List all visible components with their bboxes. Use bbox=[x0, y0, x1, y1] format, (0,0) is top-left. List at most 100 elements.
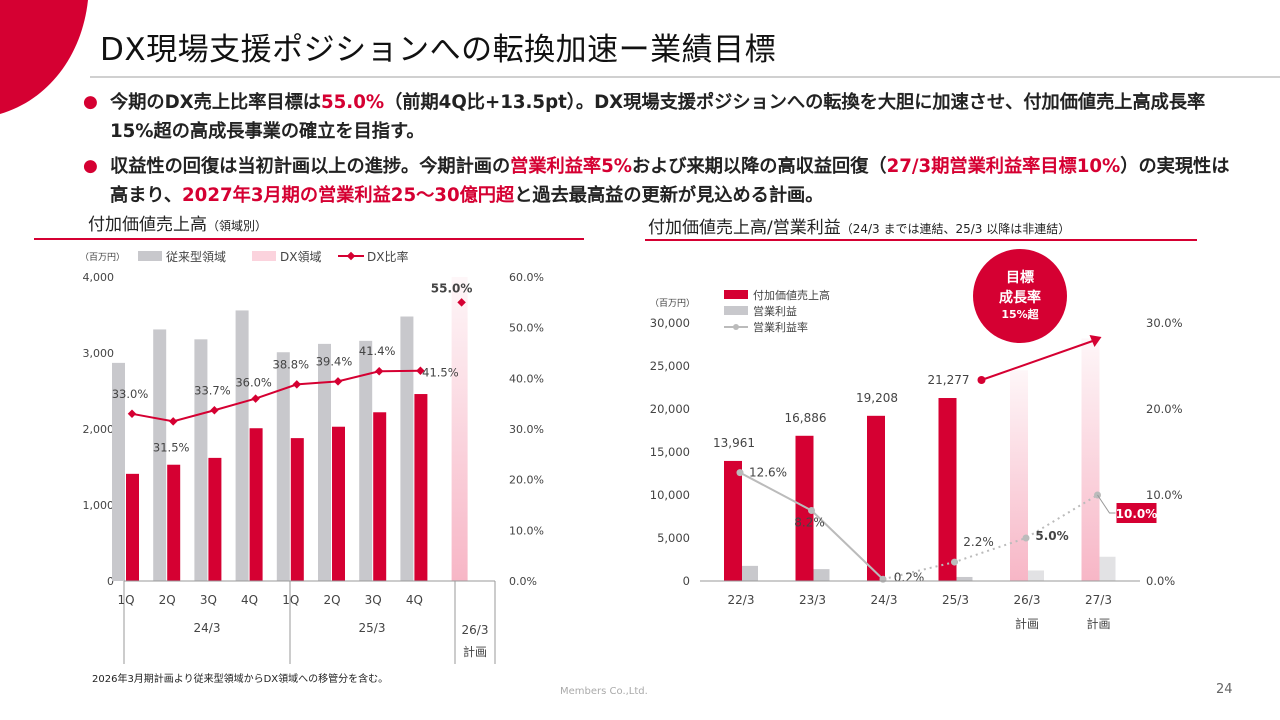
bullet-highlight: 営業利益率5% bbox=[510, 156, 632, 177]
y2-tick-label: 10.0% bbox=[509, 524, 544, 537]
data-label-op-margin: 5.0% bbox=[1035, 529, 1068, 543]
x-tick-label: 2Q bbox=[159, 593, 176, 607]
x-tick-label: 4Q bbox=[406, 593, 423, 607]
x-tick-label: 3Q bbox=[200, 593, 217, 607]
badge-text: 目標 bbox=[1006, 269, 1034, 286]
bar-op-profit bbox=[813, 569, 830, 581]
growth-arrow-head bbox=[1089, 335, 1102, 347]
x-group-label: 26/3 bbox=[462, 623, 489, 637]
page-title: DX現場支援ポジションへの転換加速ー業績目標 bbox=[100, 32, 777, 68]
bullet-item: ● 収益性の回復は当初計画以上の進捗。今期計画の営業利益率5%および来期以降の高… bbox=[80, 152, 1240, 210]
legend-marker-dx-ratio bbox=[346, 251, 356, 261]
bar-conventional bbox=[318, 343, 331, 581]
bar-dx bbox=[249, 428, 263, 581]
y-tick-label: 1,000 bbox=[83, 499, 115, 512]
bullet-highlight: 27/3期営業利益率目標10% bbox=[886, 156, 1121, 177]
legend-label-op-profit: 営業利益 bbox=[753, 304, 797, 318]
bar-dx bbox=[290, 438, 304, 581]
bullet-highlight: 55.0% bbox=[321, 92, 385, 113]
legend-marker-op-margin bbox=[733, 324, 739, 330]
bullet-list: ● 今期のDX売上比率目標は55.0%（前期4Q比+13.5pt）。DX現場支援… bbox=[80, 88, 1240, 216]
x-group-label: 24/3 bbox=[194, 621, 221, 635]
y-tick-label: 0 bbox=[107, 575, 114, 588]
bullet-text: （前期4Q比+13.5pt）。DX現場支援ポジションへの転換を大胆に加速させ、付… bbox=[110, 92, 1206, 142]
corner-decoration bbox=[0, 0, 88, 114]
y2-tick-label: 30.0% bbox=[1146, 316, 1183, 330]
bar-revenue-plan bbox=[1081, 338, 1100, 581]
bullet-text: 収益性の回復は当初計画以上の進捗。今期計画の bbox=[110, 156, 511, 177]
bar-revenue bbox=[867, 415, 885, 581]
bar-conventional bbox=[276, 352, 290, 581]
y2-tick-label: 10.0% bbox=[1146, 488, 1183, 502]
bar-conventional bbox=[400, 316, 414, 581]
title-divider bbox=[90, 76, 1280, 78]
callout-leader bbox=[1097, 494, 1116, 514]
bar-dx bbox=[332, 426, 345, 581]
x-tick-label: 4Q bbox=[241, 593, 258, 607]
x-group-label: 25/3 bbox=[359, 621, 386, 635]
data-label-op-margin-highlight: 10.0% bbox=[1116, 507, 1158, 521]
x-group-label: 計画 bbox=[463, 644, 487, 659]
legend-label-revenue: 付加価値売上高 bbox=[753, 288, 830, 302]
point-dx-ratio bbox=[251, 394, 260, 403]
left-chart-title: 付加価値売上高（領域別） bbox=[88, 210, 267, 235]
point-op-margin bbox=[879, 575, 887, 583]
bar-revenue bbox=[795, 435, 814, 581]
chart-footnote: 2026年3月期計画より従来型領域からDX領域への移管分を含む。 bbox=[92, 674, 389, 685]
x-tick-label: 1Q bbox=[117, 593, 134, 607]
bar-dx bbox=[208, 457, 222, 581]
data-label-dx-ratio: 36.0% bbox=[235, 376, 272, 390]
bar-conventional bbox=[194, 339, 208, 581]
y-tick-label: 25,000 bbox=[650, 359, 690, 373]
bullet-item: ● 今期のDX売上比率目標は55.0%（前期4Q比+13.5pt）。DX現場支援… bbox=[80, 88, 1240, 146]
x-tick-label: 26/3 bbox=[1014, 593, 1041, 607]
bar-op-profit bbox=[1099, 556, 1116, 581]
bar-revenue-plan bbox=[1010, 370, 1028, 581]
legend-label-dx-ratio: DX比率 bbox=[367, 249, 408, 264]
y-tick-label: 4,000 bbox=[83, 271, 115, 284]
bar-dx-plan bbox=[451, 277, 468, 581]
callout-box bbox=[1116, 503, 1157, 523]
bullet-text: 今期のDX売上比率目標は bbox=[110, 92, 321, 113]
y-tick-label: 3,000 bbox=[83, 347, 115, 360]
data-label-dx-ratio: 39.4% bbox=[316, 354, 353, 368]
data-label-revenue: 13,961 bbox=[713, 436, 755, 450]
point-dx-ratio bbox=[127, 409, 137, 419]
badge-text: 成長率 bbox=[999, 289, 1041, 306]
y-tick-label: 0 bbox=[683, 574, 690, 588]
right-chart-title-text: 付加価値売上高/営業利益 bbox=[648, 218, 841, 238]
point-op-margin bbox=[808, 506, 815, 514]
x-tick-label: 2Q bbox=[323, 593, 340, 607]
point-dx-ratio bbox=[292, 380, 302, 389]
bar-conventional bbox=[359, 340, 373, 581]
data-label-dx-ratio: 33.7% bbox=[194, 383, 231, 397]
y2-tick-label: 50.0% bbox=[509, 322, 544, 335]
point-dx-ratio bbox=[333, 377, 343, 386]
page-number: 24 bbox=[1216, 682, 1233, 697]
legend-swatch-op-profit bbox=[724, 306, 748, 315]
bar-revenue bbox=[938, 398, 957, 581]
y-axis-unit-label: （百万円） bbox=[650, 298, 695, 309]
left-chart-title-text: 付加価値売上高 bbox=[88, 215, 207, 235]
y-axis-unit-label: （百万円） bbox=[80, 252, 125, 263]
legend-swatch-dx bbox=[252, 251, 276, 261]
bar-revenue bbox=[724, 460, 742, 581]
y2-tick-label: 30.0% bbox=[509, 423, 544, 436]
badge-text: 15%超 bbox=[1001, 307, 1039, 321]
point-dx-ratio bbox=[457, 298, 466, 307]
point-op-margin bbox=[951, 558, 958, 566]
y2-tick-label: 60.0% bbox=[509, 271, 544, 284]
data-label-revenue: 16,886 bbox=[785, 411, 827, 425]
growth-arrow-start bbox=[977, 376, 986, 384]
bar-conventional bbox=[112, 362, 125, 581]
line-op-margin-plan bbox=[882, 494, 1099, 581]
data-label-op-margin: 8.2% bbox=[794, 515, 825, 529]
bullet-dot-icon: ● bbox=[83, 156, 98, 176]
point-dx-ratio bbox=[210, 406, 219, 415]
data-label-dx-ratio: 38.8% bbox=[273, 357, 310, 371]
data-label-op-margin: 2.2% bbox=[963, 535, 994, 549]
data-label-op-margin: 0.2% bbox=[894, 570, 925, 584]
bullet-text: ）の実現性は高まり、 bbox=[110, 156, 1230, 206]
bar-conventional bbox=[153, 329, 167, 581]
